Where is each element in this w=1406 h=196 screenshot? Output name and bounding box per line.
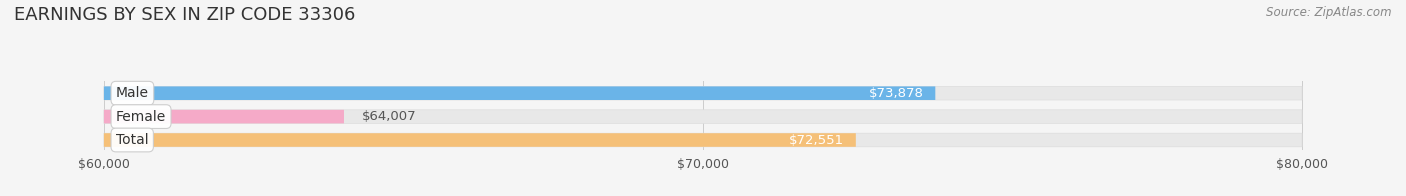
Text: Total: Total (115, 133, 149, 147)
Text: $64,007: $64,007 (361, 110, 416, 123)
FancyBboxPatch shape (104, 133, 856, 147)
FancyBboxPatch shape (104, 86, 935, 100)
FancyBboxPatch shape (104, 110, 344, 123)
Text: EARNINGS BY SEX IN ZIP CODE 33306: EARNINGS BY SEX IN ZIP CODE 33306 (14, 6, 356, 24)
Text: Source: ZipAtlas.com: Source: ZipAtlas.com (1267, 6, 1392, 19)
Text: $72,551: $72,551 (789, 133, 844, 146)
FancyBboxPatch shape (104, 86, 1302, 100)
Text: Female: Female (115, 110, 166, 124)
FancyBboxPatch shape (104, 133, 1302, 147)
Text: $73,878: $73,878 (869, 87, 924, 100)
Text: Male: Male (115, 86, 149, 100)
FancyBboxPatch shape (104, 110, 1302, 123)
